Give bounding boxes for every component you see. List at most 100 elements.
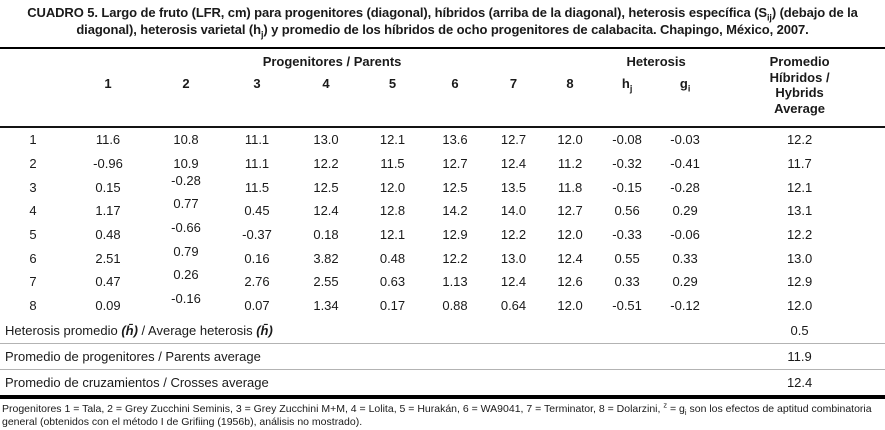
cell-value: 0.79 (173, 243, 199, 259)
table-cell: -0.15 (598, 175, 656, 199)
cell-value: 0.07 (244, 298, 270, 314)
cell-value: -0.12 (670, 298, 700, 314)
table-cell: 12.7 (542, 199, 598, 223)
table-cell: 0.17 (360, 294, 425, 318)
summary-row-parents-average: Promedio de progenitores / Parents avera… (0, 343, 885, 369)
table-cell: 11.6 (66, 127, 150, 152)
row-label: 5 (0, 223, 66, 247)
cell-value: 12.9 (442, 227, 468, 243)
cell-value: 12.4 (313, 203, 339, 219)
cell-value: 12.2 (786, 132, 813, 148)
hbar-symbol: (h̄) (121, 322, 138, 338)
cell-value: 3 (29, 179, 37, 195)
table-cell: 0.48 (360, 246, 425, 270)
table-cell: 12.1 (714, 175, 885, 199)
table-cell: 13.0 (292, 127, 360, 152)
header-columns-row: 1 2 3 4 5 6 7 8 hj gi (0, 69, 885, 127)
table-cell: 12.0 (714, 294, 885, 318)
table-cell: 12.2 (485, 223, 542, 247)
table-cell: 0.29 (656, 270, 714, 294)
table-cell: 13.5 (485, 175, 542, 199)
table-cell: 2.55 (292, 270, 360, 294)
table-cell: 14.2 (425, 199, 485, 223)
table-row: 2 -0.96 10.9 11.1 12.2 11.5 12.7 12.4 11.2 -0.32 -… (0, 152, 885, 176)
table-cell: 13.0 (714, 246, 885, 270)
table-cell: 12.4 (485, 152, 542, 176)
table-cell: 12.4 (485, 270, 542, 294)
cell-value: 12.4 (500, 156, 527, 172)
table-row: 3 0.15 -0.28 11.5 12.5 12.0 12.5 13.5 11.8 -0.15 -… (0, 173, 885, 199)
cell-value: 0.56 (614, 203, 640, 219)
table-cell: 2.51 (66, 246, 150, 270)
title-text-4: ) y promedio de los híbridos de ocho pro… (263, 22, 809, 37)
footnote-text-2: = g (667, 402, 685, 415)
table-cell: 3.82 (292, 246, 360, 270)
table-cell: 11.7 (714, 152, 885, 176)
cell-value: 0.29 (672, 274, 698, 290)
cell-value: 11.5 (380, 156, 405, 172)
gi-symbol: g (679, 76, 688, 91)
cell-value: -0.16 (171, 291, 201, 307)
cell-value: 12.0 (557, 132, 583, 148)
table-cell: 1.13 (425, 270, 485, 294)
footnote-text-1: Progenitores 1 = Tala, 2 = Grey Zucchini… (2, 402, 664, 415)
col-header-3: 3 (253, 76, 261, 91)
cell-value: 0.48 (379, 250, 406, 266)
table-cell: 10.9 (150, 152, 222, 176)
table-cell: 0.15 (66, 175, 150, 199)
table-cell: 12.2 (425, 246, 485, 270)
table-cell: 11.1 (222, 127, 292, 152)
cell-value: 2.51 (95, 250, 121, 266)
table-cell: 12.9 (425, 223, 485, 247)
row-label: 2 (0, 152, 66, 176)
header-group-row: Progenitores / Parents Heterosis Promedi… (0, 48, 885, 116)
cell-value: 0.33 (614, 274, 640, 290)
cell-value: 12.4 (500, 274, 527, 290)
table-cell: 0.07 (222, 294, 292, 318)
summary-label: Promedio de cruzamientos / Crosses avera… (0, 369, 714, 397)
footnote: Progenitores 1 = Tala, 2 = Grey Zucchini… (0, 399, 885, 429)
table-cell: 12.7 (425, 152, 485, 176)
row-label: 3 (0, 175, 66, 199)
cell-value: 12.7 (500, 132, 527, 148)
hj-symbol: h (621, 76, 630, 91)
table-cell: 11.1 (222, 152, 292, 176)
col-header-1: 1 (104, 76, 112, 91)
data-table: Progenitores / Parents Heterosis Promedi… (0, 47, 885, 399)
title-subscript-hj: j (260, 29, 264, 40)
cell-value: 13.0 (500, 250, 527, 266)
summary-text: / Average heterosis (137, 322, 257, 338)
cell-value: 1.13 (442, 274, 468, 290)
table-row: 4 1.17 0.77 0.45 12.4 12.8 14.2 14.0 12.7 0.56 0.2… (0, 196, 885, 223)
footnote-superscript-z: z (663, 400, 668, 409)
table-cell: 1.34 (292, 294, 360, 318)
cell-value: 11.2 (557, 156, 583, 172)
cell-value: 0.26 (173, 267, 199, 283)
table-cell: 12.0 (542, 127, 598, 152)
table-cell: 0.56 (598, 199, 656, 223)
table-cell: 13.0 (485, 246, 542, 270)
table-cell: 0.55 (598, 246, 656, 270)
table-cell: -0.12 (656, 294, 714, 318)
table-cell: 0.29 (656, 199, 714, 223)
cell-value: 12.2 (442, 250, 468, 266)
hybrids-average-header: Promedio Híbridos / Hybrids Average (769, 54, 830, 116)
cell-value: -0.32 (612, 156, 642, 172)
table-cell: -0.08 (598, 127, 656, 152)
cell-value: 1.17 (95, 203, 121, 219)
table-cell: 11.5 (222, 175, 292, 199)
cell-value: 12.7 (442, 156, 468, 172)
table-cell: 14.0 (485, 199, 542, 223)
table-row: 6 2.51 0.79 0.16 3.82 0.48 12.2 13.0 12.4 0.55 0.3… (0, 243, 885, 270)
cell-value: 13.0 (786, 250, 813, 266)
cell-value: 12.0 (557, 298, 583, 314)
table-row: 8 0.09 -0.16 0.07 1.34 0.17 0.88 0.64 12.0 -0.51 -… (0, 291, 885, 318)
row-label: 1 (0, 127, 66, 152)
table-cell: 0.77 (150, 196, 222, 223)
cell-value: 12.5 (313, 179, 339, 195)
cell-value: 12.2 (786, 227, 813, 243)
table-cell: 0.63 (360, 270, 425, 294)
table-row: 1 11.6 10.8 11.1 13.0 12.1 13.6 12.7 12.0 -0.08 -0… (0, 127, 885, 152)
table-cell: 0.79 (150, 243, 222, 270)
cell-value: 12.8 (379, 203, 406, 219)
